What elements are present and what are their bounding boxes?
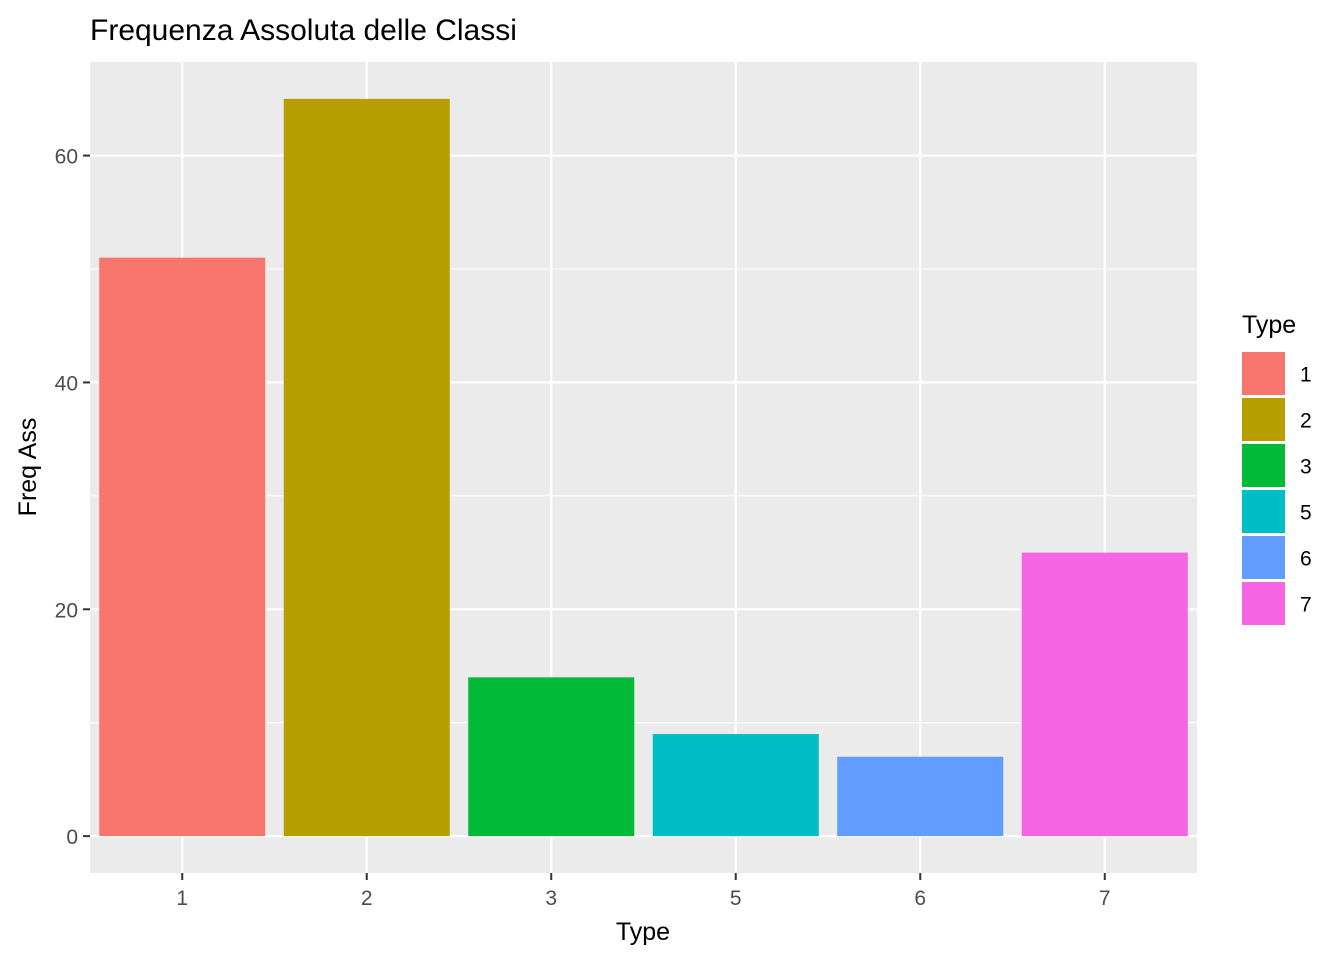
bar-type-2 (283, 98, 450, 837)
legend: Type 1 2 3 5 6 7 (1242, 311, 1312, 625)
legend-key-7 (1242, 582, 1285, 625)
x-tick-label: 2 (361, 887, 373, 910)
x-axis-title: Type (616, 918, 670, 946)
y-tick-label: 20 (55, 599, 78, 622)
legend-label: 1 (1300, 364, 1312, 387)
minor-gridlines (90, 268, 1197, 724)
x-tick-label: 7 (1099, 887, 1111, 910)
x-tick-label: 6 (914, 887, 926, 910)
legend-label: 2 (1300, 410, 1312, 433)
y-tick-label: 40 (55, 372, 78, 395)
legend-label: 5 (1300, 502, 1312, 525)
legend-key-6 (1242, 536, 1285, 579)
x-tick-label: 5 (730, 887, 742, 910)
legend-label: 7 (1300, 594, 1312, 617)
bars (99, 98, 1188, 837)
x-tick-label: 1 (176, 887, 188, 910)
legend-label: 3 (1300, 456, 1312, 479)
y-tick-label: 0 (66, 826, 78, 849)
legend-key-1 (1242, 352, 1285, 395)
y-axis-title: Freq Ass (14, 418, 42, 517)
bar-type-5 (652, 734, 819, 837)
legend-items: 1 2 3 5 6 7 (1242, 352, 1312, 625)
legend-key-5 (1242, 490, 1285, 533)
legend-key-2 (1242, 398, 1285, 441)
bar-type-3 (468, 677, 635, 837)
legend-title: Type (1242, 311, 1296, 339)
x-axis: 1 2 3 5 6 7 (176, 873, 1111, 910)
x-tick-label: 3 (545, 887, 557, 910)
legend-key-3 (1242, 444, 1285, 487)
plot-panel (90, 62, 1197, 873)
y-tick-label: 60 (55, 146, 78, 169)
bar-type-1 (99, 257, 266, 837)
y-axis: 0 20 40 60 (55, 146, 90, 849)
legend-label: 6 (1300, 548, 1312, 571)
chart-title: Frequenza Assoluta delle Classi (90, 14, 517, 47)
bar-type-7 (1021, 552, 1188, 837)
bar-type-6 (837, 756, 1004, 837)
